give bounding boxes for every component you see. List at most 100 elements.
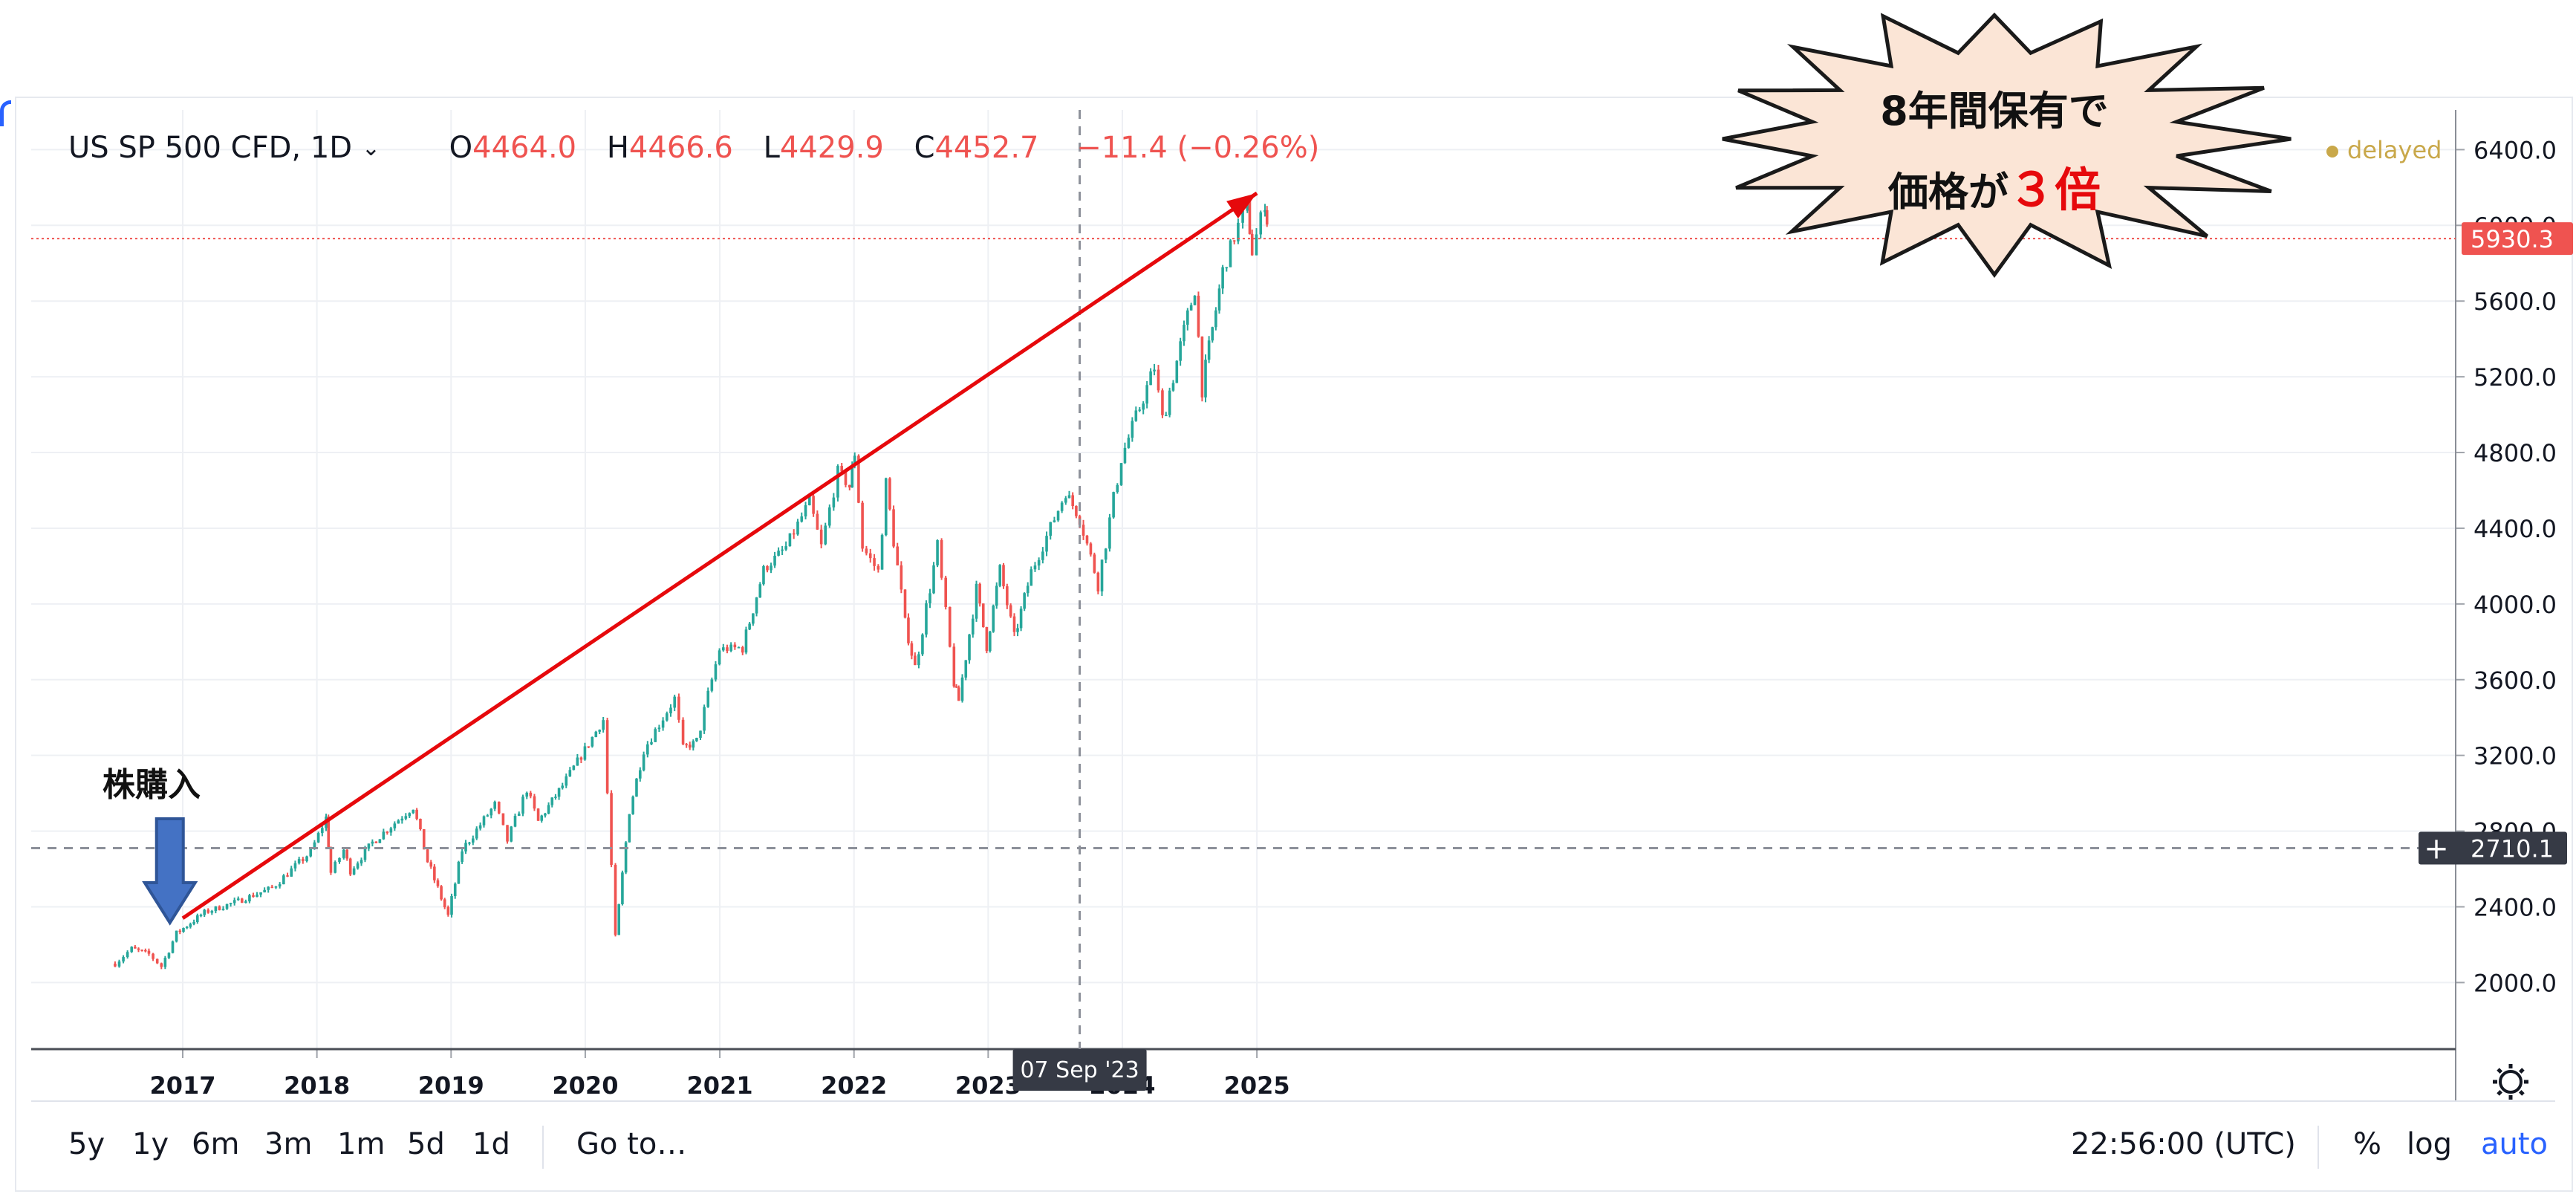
percent-toggle[interactable]: % <box>2353 1127 2382 1161</box>
trend-line <box>181 191 1258 920</box>
candle-body <box>995 585 998 606</box>
gear-icon-tooth <box>2518 1089 2525 1096</box>
chevron-down-icon[interactable]: ⌄ <box>361 135 380 161</box>
symbol-legend: US SP 500 CFD, 1D ⌄ O4464.0 H4466.6 L442… <box>68 131 1319 165</box>
price-tick-label: 6400.0 <box>2473 136 2557 164</box>
candle-body <box>327 816 331 849</box>
candle-body <box>342 849 345 858</box>
candle-body <box>1009 605 1012 617</box>
candle-body <box>513 816 517 827</box>
candle-body <box>1082 525 1085 536</box>
candle-body <box>1193 296 1197 305</box>
candle-body <box>1189 305 1193 311</box>
gear-icon[interactable] <box>2493 1064 2528 1100</box>
candle-body <box>1200 336 1204 398</box>
delayed-label: delayed <box>2347 136 2442 164</box>
candle-body <box>1211 327 1214 341</box>
candle-body <box>397 820 400 824</box>
symbol-label: US SP 500 CFD, 1D <box>68 131 353 165</box>
close-value: 4452.7 <box>934 131 1039 165</box>
candle-body <box>857 455 860 503</box>
candle-body <box>1138 409 1142 411</box>
candle-body <box>240 898 244 903</box>
candle-body <box>985 626 989 652</box>
crosshair-plus-icon: + <box>2424 831 2449 866</box>
candle-body <box>981 603 985 627</box>
candle-body <box>692 741 695 748</box>
candle-body <box>796 522 799 535</box>
candle-body <box>529 792 533 796</box>
range-5y[interactable]: 5y <box>68 1127 105 1161</box>
crosshair-date-tag <box>1012 1049 1147 1091</box>
candle-body <box>721 647 725 651</box>
candle-body <box>1071 495 1074 507</box>
candle-body <box>134 947 137 949</box>
candle-body <box>464 843 467 851</box>
candle-body <box>175 930 178 942</box>
candle-body <box>1085 535 1089 544</box>
candle-body <box>1149 371 1152 386</box>
range-5d[interactable]: 5d <box>407 1127 445 1161</box>
candle-body <box>1237 222 1240 241</box>
candle-body <box>1157 369 1160 391</box>
candle-body <box>766 566 769 571</box>
candle-body <box>583 746 587 760</box>
candle-body <box>547 805 550 814</box>
buy-label: 株購入 <box>103 766 201 804</box>
open-value: 4464.0 <box>472 131 577 165</box>
candle-body <box>850 466 854 488</box>
candle-body <box>286 875 289 877</box>
candle-body <box>800 516 804 522</box>
candle-body <box>884 478 888 536</box>
candle-body <box>565 776 568 786</box>
candle-body <box>948 606 952 647</box>
time-tick-label: 2018 <box>284 1071 350 1100</box>
log-toggle[interactable]: log <box>2407 1127 2452 1161</box>
candle-body <box>773 555 776 566</box>
candle-body <box>1049 522 1053 536</box>
candle-body <box>744 629 748 653</box>
candle-body <box>408 813 412 817</box>
candle-body <box>218 906 221 910</box>
candle-body <box>932 565 935 594</box>
candle-body <box>232 900 236 903</box>
candle-body <box>1127 438 1131 448</box>
candle-body <box>900 565 903 590</box>
candle-body <box>781 549 784 551</box>
range-6m[interactable]: 6m <box>192 1127 240 1161</box>
candle-body <box>1259 212 1263 235</box>
candle-body <box>710 679 714 691</box>
range-1y[interactable]: 1y <box>132 1127 169 1161</box>
candle-body <box>960 677 964 701</box>
range-1d[interactable]: 1d <box>472 1127 510 1161</box>
candle-body <box>1026 585 1030 594</box>
range-3m[interactable]: 3m <box>264 1127 313 1161</box>
range-1m[interactable]: 1m <box>337 1127 386 1161</box>
candle-body <box>429 862 433 867</box>
candle-body <box>338 857 341 863</box>
candle-body <box>1153 369 1156 371</box>
candle-body <box>998 565 1001 586</box>
candle-body <box>256 895 258 898</box>
callout-line-2-prefix: 価格が <box>1887 169 2009 215</box>
candle-body <box>1186 310 1189 325</box>
explosion-burst <box>1722 12 2292 279</box>
symbol-name[interactable]: US SP 500 CFD, 1D ⌄ <box>68 131 380 165</box>
time-tick-label: 2019 <box>418 1071 484 1100</box>
candle-body <box>472 838 475 843</box>
candle-body <box>975 583 978 619</box>
candle-body <box>360 860 363 864</box>
delayed-indicator: delayed <box>2326 136 2442 164</box>
candle-body <box>1164 415 1168 417</box>
candle-body <box>928 593 931 604</box>
candle-body <box>628 814 631 843</box>
candle-body <box>144 950 147 952</box>
auto-toggle[interactable]: auto <box>2481 1127 2549 1161</box>
candle-body <box>282 875 285 885</box>
candle-body <box>706 690 710 707</box>
goto-button[interactable]: Go to… <box>576 1127 687 1161</box>
time-tick-label: 2023 <box>955 1071 1021 1100</box>
candle-body <box>819 529 823 545</box>
candle-body <box>1207 340 1211 360</box>
